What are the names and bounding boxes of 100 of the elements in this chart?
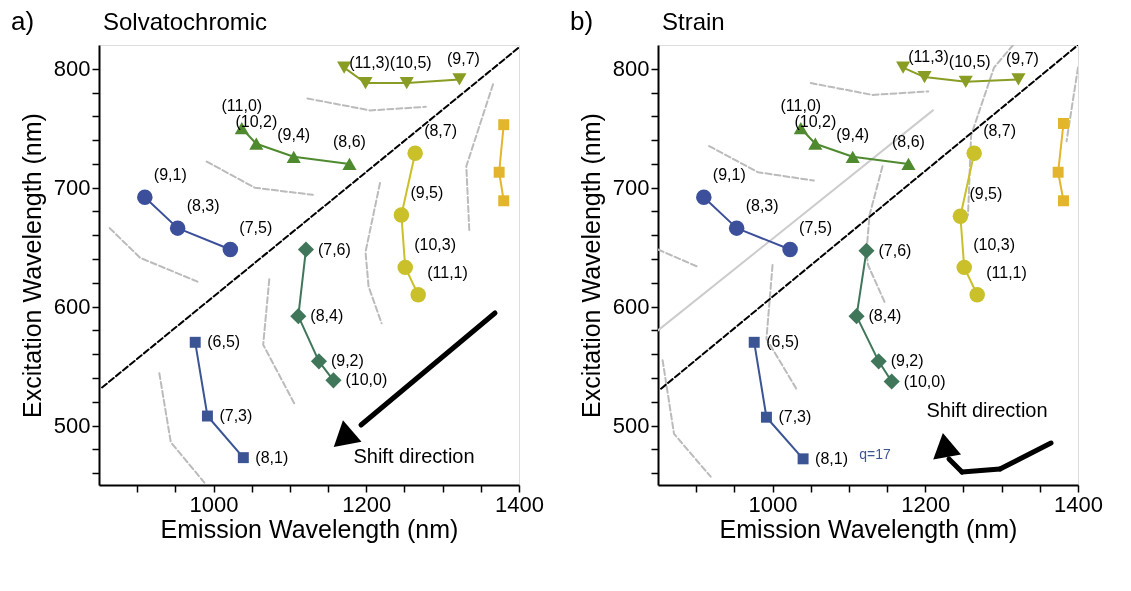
x-tick-label: 1400 [1054, 491, 1103, 517]
point [237, 452, 249, 464]
annotation: (8,6) [333, 132, 366, 150]
y-axis-title: Excitation Wavelength (nm) [576, 113, 605, 418]
annotation: (9,4) [836, 125, 870, 143]
annotation: (8,4) [868, 307, 902, 325]
y-tick-label: 800 [53, 56, 91, 82]
point [696, 189, 712, 205]
point [782, 241, 798, 258]
point [498, 195, 510, 207]
point [797, 453, 809, 465]
annotation: (10,0) [345, 371, 388, 389]
y-axis-title: Excitation Wavelength (nm) [17, 113, 46, 418]
annotation: Shift direction [926, 399, 1048, 421]
point [1058, 118, 1069, 129]
y-tick-label: 600 [53, 294, 91, 320]
annotation: (9,7) [1005, 50, 1039, 68]
x-tick-label: 1000 [748, 491, 798, 517]
annotation: (9,2) [330, 352, 364, 370]
annotation: (9,7) [446, 50, 480, 68]
point [896, 61, 911, 74]
y-tick-label: 800 [612, 56, 650, 82]
point [399, 76, 414, 90]
annotation: (7,5) [799, 218, 833, 236]
annotation: (10,5) [389, 54, 432, 72]
point [189, 336, 201, 348]
point [493, 166, 505, 178]
point [969, 287, 985, 303]
annotation: Shift direction [353, 445, 475, 467]
point [760, 411, 772, 423]
annotation: (9,5) [969, 185, 1003, 203]
point [286, 150, 301, 163]
annotation: (10,5) [948, 52, 991, 70]
point [958, 75, 973, 88]
point [249, 137, 264, 150]
x-tick-label: 1000 [189, 491, 239, 517]
point [808, 137, 823, 150]
point [410, 287, 426, 303]
point [137, 189, 153, 205]
annotation: (11,3) [349, 54, 390, 72]
annotation: (9,5) [410, 184, 444, 202]
annotation: (10,3) [414, 236, 457, 254]
x-axis-title: Emission Wavelength (nm) [160, 514, 459, 543]
y-tick-label: 500 [612, 413, 650, 439]
annotation: (11,1) [427, 263, 468, 281]
point [748, 336, 760, 348]
point [407, 145, 423, 161]
y-tick-label: 500 [53, 413, 91, 439]
point [845, 150, 860, 163]
annotation: (8,7) [424, 122, 458, 140]
annotation: (6,5) [766, 333, 800, 351]
annotation: (7,3) [219, 407, 253, 425]
point [848, 308, 865, 325]
point [222, 241, 239, 258]
point [358, 76, 373, 90]
point [297, 241, 315, 258]
chart-title: Strain [662, 8, 725, 35]
point [917, 70, 932, 84]
x-axis-title: Emission Wavelength (nm) [719, 514, 1018, 543]
point [858, 242, 875, 259]
point [966, 145, 982, 161]
point [956, 259, 972, 276]
annotation: (10,0) [903, 372, 946, 390]
point [169, 220, 186, 236]
annotation: (9,1) [153, 166, 187, 184]
annotation: (7,6) [317, 240, 351, 258]
annotation: (9,4) [277, 125, 311, 143]
annotation: (8,1) [255, 448, 289, 466]
annotation: (8,7) [983, 122, 1017, 140]
annotation: (11,1) [986, 263, 1027, 281]
point [498, 119, 510, 131]
annotation: (7,6) [878, 241, 912, 259]
annotation: (9,2) [890, 352, 924, 370]
point [342, 157, 357, 171]
annotation: (8,3) [186, 197, 220, 215]
point [952, 208, 969, 224]
line-series [364, 181, 383, 325]
point [870, 353, 887, 370]
point [1058, 195, 1069, 207]
point [728, 220, 745, 236]
x-tick-label: 1400 [495, 491, 544, 517]
annotation: (6,5) [207, 333, 241, 351]
annotation: q=17 [859, 446, 891, 462]
x-tick-label: 1200 [901, 491, 951, 517]
annotation: (8,3) [745, 197, 779, 215]
point [201, 410, 213, 422]
point [325, 372, 342, 389]
point [310, 353, 327, 370]
annotation: (7,5) [239, 218, 273, 236]
y-tick-label: 700 [53, 175, 91, 201]
point [452, 73, 467, 86]
point [393, 207, 410, 223]
point [1011, 73, 1026, 86]
point [397, 259, 413, 276]
y-tick-label: 700 [612, 175, 650, 201]
annotation: (8,6) [892, 132, 925, 150]
x-tick-label: 1200 [342, 491, 392, 517]
y-tick-label: 600 [612, 294, 650, 320]
annotation: (10,3) [973, 236, 1016, 254]
point [901, 157, 916, 171]
